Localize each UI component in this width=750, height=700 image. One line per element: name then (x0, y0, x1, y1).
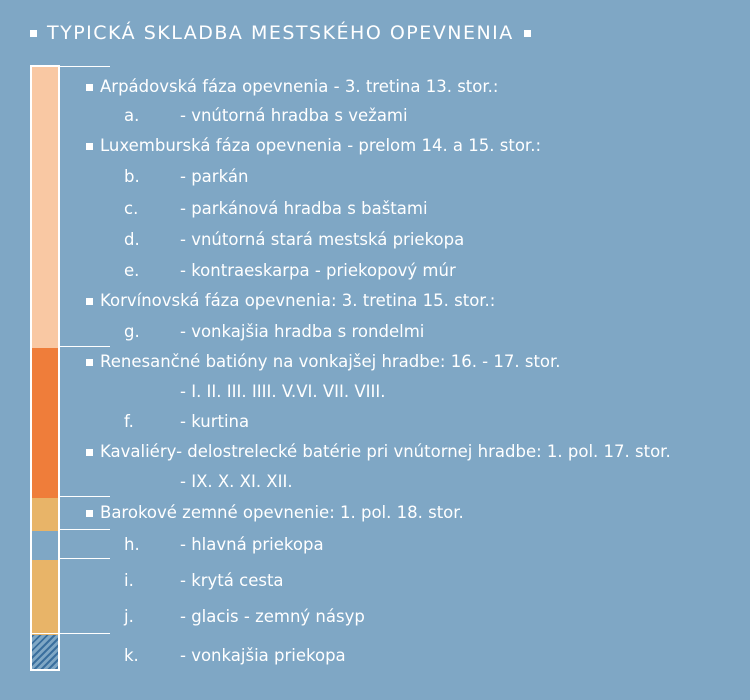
item-letter: e. (124, 261, 140, 280)
separator-line (30, 633, 110, 634)
phase-heading: Luxemburská fáza opevnenia - prelom 14. … (86, 136, 541, 156)
item-description: - parkánová hradba s baštami (180, 199, 428, 218)
separator-line (58, 529, 110, 530)
phase-swatch-moat (32, 531, 58, 560)
bullet-square-icon (86, 297, 93, 305)
item-description: - hlavná priekopa (180, 535, 324, 554)
item-letter: d. (124, 230, 140, 249)
bullet-square-icon (523, 29, 531, 37)
phase-heading-label: Arpádovská fáza opevnenia - 3. tretina 1… (100, 77, 499, 96)
item-description: - kurtina (180, 412, 250, 431)
phase-heading-label: Barokové zemné opevnenie: 1. pol. 18. st… (100, 503, 464, 522)
phase-heading: Arpádovská fáza opevnenia - 3. tretina 1… (86, 77, 498, 97)
phase-swatch-outer-moat (32, 635, 58, 669)
phase-swatch-baroque (32, 498, 58, 531)
separator-line (58, 346, 110, 347)
item-description: - vonkajšia priekopa (180, 646, 346, 665)
legend-title: TYPICKÁ SKLADBA MESTSKÉHO OPEVNENIA (30, 22, 531, 44)
item-letter: a. (124, 106, 140, 125)
phase-swatch-covered-way-glacis (32, 560, 58, 635)
item-description: - kontraeskarpa - priekopový múr (180, 261, 456, 280)
legend-title-text: TYPICKÁ SKLADBA MESTSKÉHO OPEVNENIA (47, 22, 514, 44)
bullet-square-icon (86, 83, 93, 91)
item-description: - vnútorná stará mestská priekopa (180, 230, 465, 249)
separator-line (58, 558, 110, 559)
bullet-square-icon (30, 29, 37, 37)
phase-heading: Barokové zemné opevnenie: 1. pol. 18. st… (86, 503, 464, 523)
item-description: - I. II. III. IIII. V.VI. VII. VIII. (180, 382, 386, 401)
separator-line (58, 496, 110, 497)
item-description: - vonkajšia hradba s rondelmi (180, 322, 425, 341)
bullet-square-icon (86, 448, 93, 456)
item-description: - vnútorná hradba s vežami (180, 106, 408, 125)
phase-heading-label: Luxemburská fáza opevnenia - prelom 14. … (100, 136, 542, 155)
item-letter: g. (124, 322, 140, 341)
item-letter: f. (124, 412, 134, 431)
item-letter: i. (124, 571, 134, 590)
phase-color-bar (30, 65, 60, 671)
bullet-square-icon (86, 358, 93, 366)
item-letter: h. (124, 535, 140, 554)
phase-heading: Korvínovská fáza opevnenia: 3. tretina 1… (86, 291, 495, 311)
phase-heading-label: Renesančné batióny na vonkajšej hradbe: … (100, 352, 561, 371)
item-description: - glacis - zemný násyp (180, 607, 365, 626)
item-letter: c. (124, 199, 139, 218)
phase-heading-label: Korvínovská fáza opevnenia: 3. tretina 1… (100, 291, 496, 310)
item-letter: j. (124, 607, 134, 626)
item-description: - krytá cesta (180, 571, 284, 590)
item-letter: b. (124, 167, 140, 186)
item-description: - IX. X. XI. XII. (180, 472, 293, 491)
phase-heading: Renesančné batióny na vonkajšej hradbe: … (86, 352, 561, 372)
phase-heading: Kavaliéry- delostrelecké batérie pri vnú… (86, 442, 671, 462)
item-description: - parkán (180, 167, 249, 186)
bullet-square-icon (86, 142, 93, 150)
phase-heading-label: Kavaliéry- delostrelecké batérie pri vnú… (100, 442, 671, 461)
item-letter: k. (124, 646, 139, 665)
phase-swatch-renaissance (32, 348, 58, 498)
bullet-square-icon (86, 509, 93, 517)
separator-line (58, 66, 110, 67)
phase-swatch-medieval (32, 67, 58, 348)
